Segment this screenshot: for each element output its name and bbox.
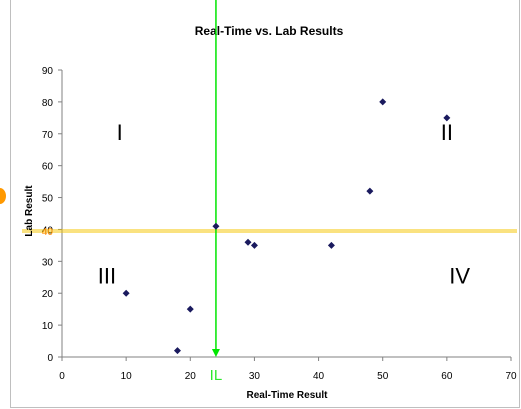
quadrant-label-1: I bbox=[117, 120, 123, 145]
x-tick-label: 0 bbox=[59, 371, 65, 382]
x-tick-label: 50 bbox=[377, 371, 389, 382]
y-tick-label: 70 bbox=[42, 130, 54, 141]
quadrant-label-4: IV bbox=[449, 264, 470, 289]
chart-frame bbox=[10, 0, 520, 408]
data-point bbox=[212, 222, 220, 230]
data-point bbox=[327, 241, 335, 249]
x-tick-label: 60 bbox=[441, 371, 453, 382]
quadrant-label-2: II bbox=[441, 120, 453, 145]
data-point bbox=[122, 289, 130, 297]
data-point bbox=[173, 347, 181, 355]
x-axis-title: Real-Time Result bbox=[247, 390, 329, 401]
vertical-reference-label: IL bbox=[210, 367, 223, 384]
vertical-reference-arrowhead bbox=[211, 349, 220, 357]
data-point bbox=[244, 238, 252, 246]
chart-title: Real-Time vs. Lab Results bbox=[195, 24, 344, 38]
x-tick-label: 70 bbox=[505, 371, 517, 382]
data-point bbox=[379, 98, 387, 106]
data-point bbox=[443, 114, 451, 122]
y-tick-label: 30 bbox=[42, 257, 54, 268]
y-axis-title: Lab Result bbox=[24, 185, 35, 237]
horizontal-reference-label: 40 bbox=[42, 227, 54, 238]
y-tick-label: 60 bbox=[42, 162, 54, 173]
data-point bbox=[366, 187, 374, 195]
y-tick-label: 20 bbox=[42, 289, 54, 300]
y-tick-label: 40 bbox=[42, 225, 54, 236]
data-point bbox=[186, 305, 194, 313]
y-tick-label: 0 bbox=[47, 353, 53, 364]
x-tick-label: 20 bbox=[185, 371, 197, 382]
y-tick-label: 10 bbox=[42, 321, 54, 332]
y-tick-label: 90 bbox=[42, 66, 54, 77]
orange-edge-marker bbox=[0, 188, 6, 204]
x-tick-label: 10 bbox=[121, 371, 133, 382]
quadrant-label-3: III bbox=[98, 264, 116, 289]
data-point bbox=[250, 241, 258, 249]
y-tick-label: 50 bbox=[42, 194, 54, 205]
x-tick-label: 40 bbox=[313, 371, 325, 382]
y-tick-label: 80 bbox=[42, 98, 54, 109]
x-tick-label: 30 bbox=[249, 371, 261, 382]
